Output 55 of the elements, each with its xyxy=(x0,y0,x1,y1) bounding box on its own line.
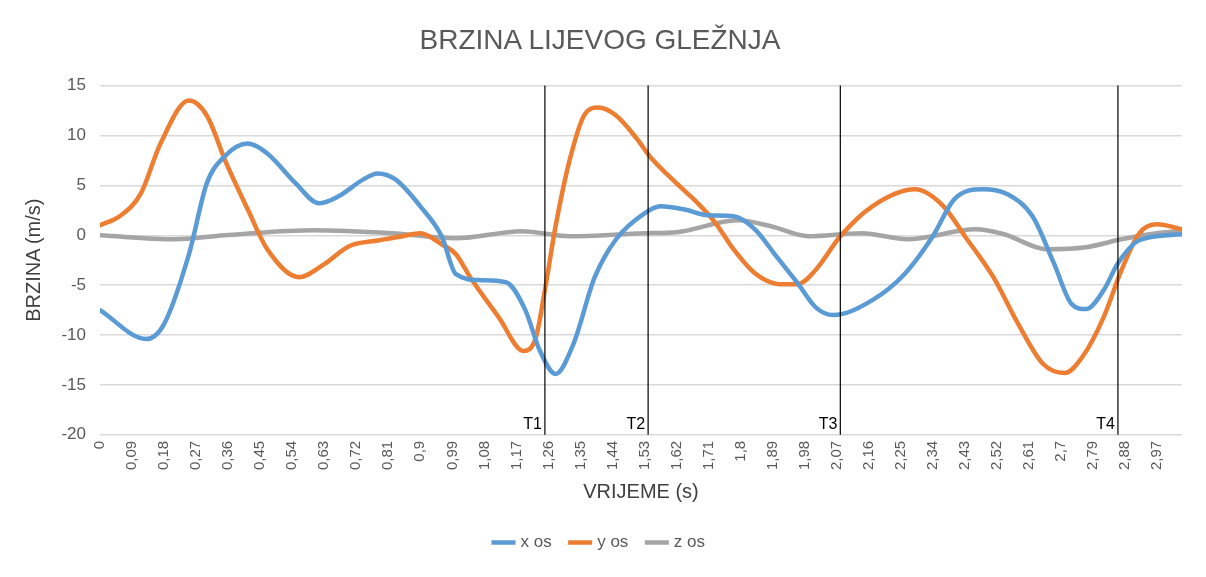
ref-line-label: T4 xyxy=(1096,415,1116,433)
x-tick-label: 0,9 xyxy=(410,440,428,462)
y-tick-label: 10 xyxy=(67,125,86,145)
line-series xyxy=(100,98,1182,376)
ref-line-label: T1 xyxy=(523,415,542,433)
x-tick-label: 1,35 xyxy=(570,440,588,471)
y-tick-label: -20 xyxy=(61,424,86,444)
x-tick-label: 1,26 xyxy=(538,440,556,471)
x-tick-label: 1,62 xyxy=(666,440,684,471)
x-tick-label: 1,71 xyxy=(698,440,716,471)
x-tick-label: 0,27 xyxy=(186,440,204,471)
x-tick-label: 2,61 xyxy=(1019,440,1037,471)
ref-line-label: T3 xyxy=(818,415,838,433)
x-tick-label: 2,7 xyxy=(1051,440,1069,462)
legend-label: y os xyxy=(597,532,629,552)
x-tick-label: 0 xyxy=(90,440,108,450)
x-tick-label: 1,8 xyxy=(730,440,748,462)
y-tick-label: -15 xyxy=(61,374,86,394)
legend-label: x os xyxy=(520,532,552,552)
legend-label: z os xyxy=(673,532,706,552)
x-tick-label: 2,34 xyxy=(923,440,940,471)
x-tick-label: 0,54 xyxy=(282,440,300,471)
x-tick-label: 0,45 xyxy=(250,440,268,471)
x-tick-label: 0,18 xyxy=(154,440,172,471)
ref-line-label: T2 xyxy=(626,415,646,433)
x-tick-label: 0,63 xyxy=(314,440,332,471)
y-axis-title: BRZINA (m/s) xyxy=(21,198,44,322)
x-tick-label: 1,89 xyxy=(762,440,780,471)
x-tick-label: 2,43 xyxy=(955,440,973,471)
x-tick-label: 1,08 xyxy=(474,440,492,471)
y-tick-label: -10 xyxy=(61,324,86,344)
x-tick-label: 2,52 xyxy=(987,440,1005,471)
x-tick-label: 0,09 xyxy=(122,440,140,471)
chart-title: BRZINA LIJEVOG GLEŽNJA xyxy=(419,23,781,55)
x-tick-label: 1,98 xyxy=(794,440,812,471)
x-tick-label: 1,53 xyxy=(634,440,652,471)
x-tick-label: 0,81 xyxy=(378,440,396,471)
x-tick-label: 1,17 xyxy=(506,440,524,471)
x-tick-label: 1,44 xyxy=(602,440,620,471)
y-tick-label: 5 xyxy=(76,175,86,195)
x-axis-title: VRIJEME (s) xyxy=(583,479,699,502)
y-tick-label: 15 xyxy=(67,75,86,95)
y-tick-label: 0 xyxy=(76,224,86,244)
y-tick-label: -5 xyxy=(70,274,86,294)
x-tick-label: 2,07 xyxy=(826,440,844,471)
x-tick-label: 2,16 xyxy=(858,440,876,471)
x-tick-label: 2,88 xyxy=(1115,440,1133,471)
x-tick-label: 0,99 xyxy=(442,440,460,471)
x-tick-label: 0,36 xyxy=(218,440,236,471)
x-tick-label: 2,97 xyxy=(1147,440,1165,471)
x-tick-label: 2,25 xyxy=(890,440,908,471)
x-tick-label: 2,79 xyxy=(1083,440,1101,471)
line-series xyxy=(100,141,1182,377)
x-tick-label: 0,72 xyxy=(346,440,364,471)
line-series xyxy=(100,218,1182,252)
